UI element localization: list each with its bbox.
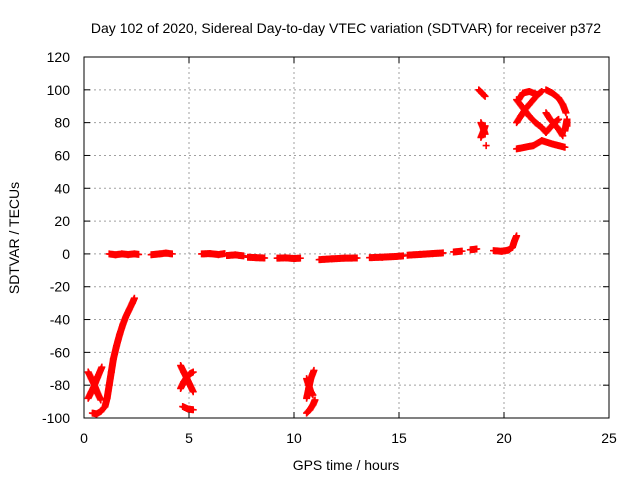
x-tick-label: 5 bbox=[185, 430, 193, 446]
data-point-marker bbox=[310, 366, 318, 374]
y-axis-label: SDTVAR / TECUs bbox=[6, 182, 22, 294]
y-tick-label: 0 bbox=[62, 246, 70, 262]
x-axis-label: GPS time / hours bbox=[293, 457, 400, 473]
data-point-marker bbox=[189, 406, 197, 414]
data-point-marker bbox=[296, 254, 304, 262]
y-tick-label: -20 bbox=[50, 279, 70, 295]
x-tick-label: 20 bbox=[496, 430, 512, 446]
x-tick-label: 25 bbox=[601, 430, 617, 446]
data-point-marker bbox=[439, 249, 447, 257]
y-tick-label: 20 bbox=[54, 213, 70, 229]
x-tick-label: 15 bbox=[391, 430, 407, 446]
data-point-marker bbox=[240, 252, 248, 260]
plot-border bbox=[83, 56, 610, 419]
y-tick-labels: -100 -80 -60 -40 -20 0 20 40 60 80 100 120 bbox=[42, 49, 70, 426]
data-point-marker bbox=[513, 232, 521, 240]
y-tick-label: -60 bbox=[50, 344, 70, 360]
data-point-marker bbox=[482, 142, 490, 150]
data-point-marker bbox=[473, 245, 481, 253]
x-tick-label: 10 bbox=[286, 430, 302, 446]
data-points bbox=[84, 86, 571, 418]
x-tick-label: 0 bbox=[80, 430, 88, 446]
data-point-marker bbox=[561, 127, 569, 135]
data-point-marker bbox=[562, 109, 570, 117]
y-tick-label: -100 bbox=[42, 410, 70, 426]
data-point-marker bbox=[481, 122, 489, 130]
x-tick-labels: 0 5 10 15 20 25 bbox=[80, 430, 617, 446]
y-tick-label: -40 bbox=[50, 312, 70, 328]
axis-ticks bbox=[83, 56, 610, 419]
y-tick-label: 80 bbox=[54, 115, 70, 131]
y-tick-label: 40 bbox=[54, 180, 70, 196]
data-point-marker bbox=[555, 115, 563, 123]
data-point-marker bbox=[135, 250, 143, 258]
y-tick-label: 100 bbox=[47, 82, 71, 98]
data-point-marker bbox=[189, 388, 197, 396]
data-point-marker bbox=[98, 363, 106, 371]
grid-lines bbox=[84, 57, 609, 418]
data-point-marker bbox=[559, 132, 567, 140]
data-point-marker bbox=[189, 368, 197, 376]
data-point-marker bbox=[561, 143, 569, 151]
y-tick-label: 60 bbox=[54, 147, 70, 163]
data-point-marker bbox=[353, 254, 361, 262]
data-point-marker bbox=[481, 92, 489, 100]
data-point-marker bbox=[168, 250, 176, 258]
data-point-marker bbox=[311, 396, 319, 404]
data-point-marker bbox=[261, 254, 269, 262]
data-point-marker bbox=[97, 396, 105, 404]
data-point-marker bbox=[458, 247, 466, 255]
chart-title: Day 102 of 2020, Sidereal Day-to-day VTE… bbox=[91, 20, 601, 36]
y-tick-label: 120 bbox=[47, 49, 71, 65]
data-point-marker bbox=[130, 294, 138, 302]
y-tick-label: -80 bbox=[50, 377, 70, 393]
data-point-marker bbox=[538, 87, 546, 95]
